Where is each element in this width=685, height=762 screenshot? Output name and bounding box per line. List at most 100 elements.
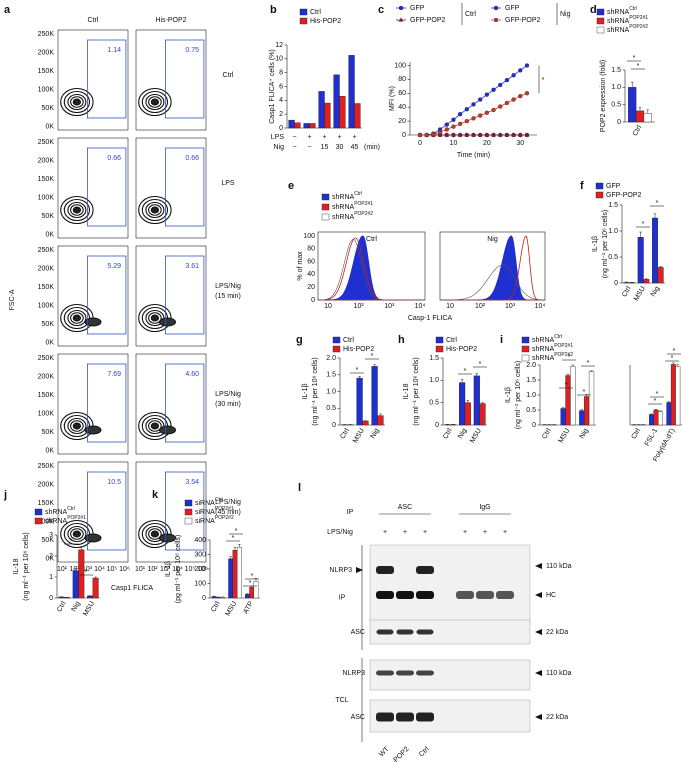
contour (70, 204, 84, 216)
marker (477, 132, 483, 137)
contour (67, 93, 87, 111)
marker (444, 127, 449, 132)
x-tick-label: 10³ (384, 303, 395, 310)
annotation: * (656, 200, 659, 207)
contour (67, 309, 87, 327)
legend-label-sup: POP2#2 (554, 352, 573, 358)
row-value: + (352, 134, 356, 141)
band-label: ASC (351, 714, 365, 721)
bar (249, 586, 255, 599)
panel-letter: b (270, 4, 277, 16)
annotation: * (654, 398, 657, 405)
marker (504, 77, 510, 83)
contour (72, 98, 82, 106)
legend-swatch (596, 26, 605, 34)
legend-label-base: shRNA (532, 337, 555, 344)
annotation: * (642, 221, 645, 228)
legend-swatch (596, 17, 605, 25)
marker (504, 100, 510, 106)
band-label: NLRP3 (342, 670, 365, 677)
band (376, 629, 394, 635)
bar (72, 570, 79, 599)
row-value: + (337, 134, 341, 141)
contour (145, 201, 165, 219)
legend-label: shRNACtrl (45, 506, 75, 516)
band-label: NLRP3 (329, 567, 352, 574)
y-tick-label: 100 (194, 580, 206, 587)
row-label: LPS/Nig (215, 391, 241, 398)
panel-letter: a (4, 4, 11, 16)
legend-label: shRNACtrl (607, 6, 637, 16)
y-axis-label: (ng ml⁻¹ per 10⁶ cells) (602, 210, 609, 278)
error-bar (466, 400, 470, 403)
bar (649, 414, 654, 426)
x-tick-label: 10¹ (57, 566, 68, 573)
bar (635, 110, 645, 123)
x-axis-label: Casp1 FLICA (111, 585, 153, 592)
x-tick-label: MSU (557, 427, 571, 444)
y-tick-label: 0.5 (429, 400, 439, 407)
band (456, 591, 474, 599)
contour (148, 204, 162, 216)
gate-value: 0.75 (185, 47, 199, 54)
y-axis-label: FSC-A (9, 289, 16, 310)
band-label: ASC (351, 629, 365, 636)
y-axis-label: IL-1β (592, 236, 599, 252)
contour (60, 195, 94, 225)
arrow (535, 670, 542, 676)
legend-label: shRNAPOP2#1 (532, 343, 573, 353)
legend-label: His-POP2 (310, 18, 341, 25)
y-tick-label: 80 (398, 76, 406, 83)
y-axis-label: (ng ml⁻¹ per 10⁶ cells) (312, 357, 319, 425)
legend-label: His-POP2 (446, 346, 477, 353)
marker (451, 124, 456, 129)
y-axis-label: IL-18 (403, 383, 410, 399)
legend-label-base: shRNA (332, 204, 355, 211)
legend-swatch (521, 354, 530, 362)
x-tick-label: Ctrl (621, 285, 633, 298)
bar (570, 366, 576, 426)
histogram (440, 235, 545, 301)
legend-label: shRNAPOP2#1 (45, 515, 86, 525)
gate-value: 0.66 (185, 155, 199, 162)
y-tick-label: 1.0 (611, 84, 621, 91)
bar (78, 549, 85, 599)
legend-label-base: siRNA (195, 500, 215, 507)
gate-value: 0.66 (107, 155, 121, 162)
legend-label: siRNAPOP2#2 (195, 515, 234, 525)
legend-marker (398, 5, 404, 11)
sign: + (483, 529, 487, 536)
y-tick-label: 1.5 (608, 202, 618, 209)
legend-label-base: shRNA (332, 214, 355, 221)
bar (309, 123, 316, 129)
error-bar (373, 364, 376, 367)
x-axis-label: Time (min) (457, 152, 490, 159)
y-tick-label: 50K (42, 105, 55, 112)
y-tick-label: 0 (435, 422, 439, 429)
y-tick-label: 50K (42, 429, 55, 436)
x-tick-label: 10 (324, 303, 332, 310)
x-tick-label: 10³ (82, 566, 93, 573)
error-bar (672, 362, 675, 365)
gate-value: 10.5 (107, 479, 121, 486)
error-bar (238, 544, 241, 548)
marker (484, 92, 490, 97)
contour (145, 93, 165, 111)
marker (464, 118, 469, 124)
y-tick-label: 200K (38, 49, 55, 56)
x-tick-label: Nig (579, 427, 590, 440)
bar (354, 103, 361, 129)
legend-swatch (184, 499, 193, 507)
x-tick-label: FSL-1 (644, 427, 660, 447)
bar (318, 91, 325, 129)
x-tick-label: 10³ (160, 566, 171, 573)
legend-label: His-POP2 (343, 346, 374, 353)
bar (666, 402, 672, 426)
marker (451, 132, 456, 137)
y-tick-label: 1.0 (608, 228, 618, 235)
marker (511, 97, 516, 102)
marker (471, 116, 476, 121)
error-bar (580, 409, 584, 411)
contour (72, 422, 82, 430)
bar (658, 411, 663, 426)
